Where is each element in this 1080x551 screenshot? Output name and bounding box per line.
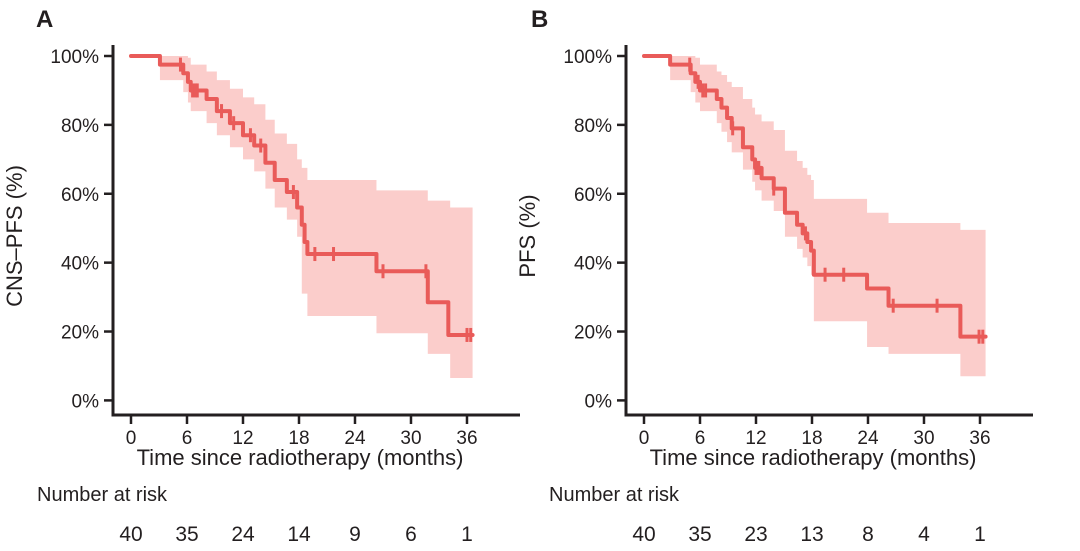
y-tick-label-a: 60% (61, 185, 99, 206)
x-tick-label-a: 24 (344, 428, 366, 449)
x-tick-label-a: 12 (232, 428, 253, 449)
risk-count-a: 9 (349, 523, 361, 546)
x-tick-label-b: 24 (857, 428, 879, 449)
km-curve-a (129, 54, 475, 337)
x-tick-label-b: 6 (695, 428, 706, 449)
x-tick-label-a: 18 (288, 428, 309, 449)
y-tick-label-b: 80% (574, 116, 612, 137)
risk-count-b: 40 (632, 523, 655, 546)
x-tick-label-b: 36 (969, 428, 990, 449)
risk-count-a: 24 (231, 523, 255, 546)
risk-count-a: 14 (287, 523, 311, 546)
y-axis-title-b: PFS (%) (515, 194, 540, 278)
risk-count-b: 23 (744, 523, 767, 546)
confidence-band-b (670, 56, 986, 377)
y-tick-label-b: 0% (585, 391, 613, 412)
axis-lines-a (111, 45, 520, 417)
x-tick-label-b: 0 (639, 428, 650, 449)
x-tick-label-a: 0 (126, 428, 137, 449)
y-tick-label-a: 40% (61, 254, 99, 275)
risk-count-b: 35 (688, 523, 711, 546)
x-tick-label-b: 12 (745, 428, 766, 449)
risk-count-a: 1 (461, 523, 473, 546)
y-tick-label-a: 20% (61, 323, 99, 344)
risk-count-a: 35 (175, 523, 198, 546)
x-tick-label-b: 30 (913, 428, 934, 449)
y-tick-label-b: 60% (574, 185, 612, 206)
y-tick-label-a: 100% (50, 47, 99, 68)
risk-table-label-b: Number at risk (549, 484, 680, 506)
risk-count-b: 1 (974, 523, 986, 546)
panel-letter-b: B (531, 6, 549, 33)
y-tick-label-b: 100% (563, 47, 612, 68)
y-axis-title-a: CNS–PFS (%) (2, 165, 27, 307)
confidence-band-a (159, 56, 473, 379)
y-tick-label-a: 0% (72, 391, 100, 412)
x-tick-label-a: 6 (182, 428, 193, 449)
x-tick-label-b: 18 (801, 428, 822, 449)
risk-count-a: 40 (119, 523, 142, 546)
x-axis-title-b: Time since radiotherapy (months) (649, 445, 977, 470)
risk-count-b: 8 (862, 523, 874, 546)
risk-count-b: 4 (918, 523, 930, 546)
axis-lines-b (624, 45, 1033, 417)
risk-count-a: 6 (405, 523, 417, 546)
panel-letter-a: A (36, 6, 54, 33)
x-axis-title-a: Time since radiotherapy (months) (136, 445, 464, 470)
y-tick-label-a: 80% (61, 116, 99, 137)
x-tick-label-a: 36 (456, 428, 477, 449)
y-tick-label-b: 20% (574, 323, 612, 344)
risk-table-label-a: Number at risk (37, 484, 168, 506)
y-tick-label-b: 40% (574, 254, 612, 275)
x-tick-label-a: 30 (400, 428, 421, 449)
risk-count-b: 13 (800, 523, 823, 546)
